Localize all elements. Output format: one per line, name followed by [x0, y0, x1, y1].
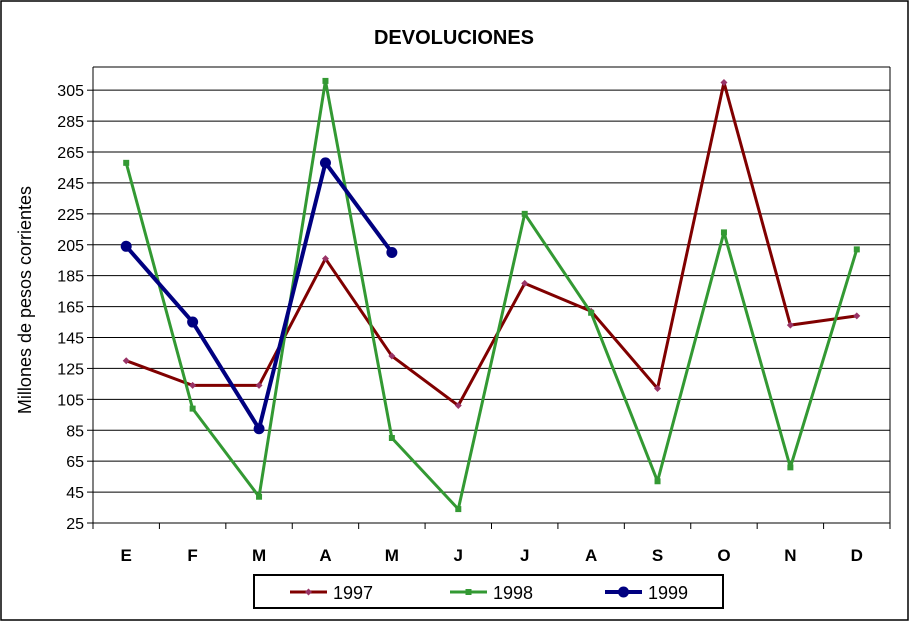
legend-label: 1997	[333, 583, 373, 603]
series-1998	[123, 77, 860, 513]
data-point-square	[465, 589, 472, 595]
data-point-diamond	[454, 402, 462, 410]
x-tick-label: A	[585, 546, 597, 565]
data-point-diamond	[305, 588, 312, 596]
x-tick-label: M	[252, 546, 266, 565]
y-tick-label: 265	[57, 145, 84, 162]
data-point-diamond	[853, 312, 861, 320]
legend-box	[253, 574, 724, 609]
data-point-circle	[319, 157, 331, 169]
data-point-square	[388, 434, 395, 441]
chart-title: DEVOLUCIONES	[374, 27, 534, 49]
x-tick-label: F	[187, 546, 197, 565]
legend-item-1997: 1997	[290, 583, 373, 603]
data-point-diamond	[388, 352, 396, 360]
series-group	[120, 77, 861, 513]
series-line	[125, 80, 857, 408]
y-tick-label: 145	[57, 331, 84, 348]
data-point-diamond	[720, 78, 728, 86]
data-point-circle	[253, 423, 265, 435]
series-1999	[120, 157, 398, 435]
data-point-square	[189, 405, 196, 412]
y-tick-label: 285	[57, 114, 84, 131]
data-point-circle	[187, 316, 199, 328]
y-tick-label: 45	[66, 485, 84, 502]
x-tick-label: J	[520, 546, 529, 565]
data-point-square	[521, 210, 528, 217]
y-tick-label: 125	[57, 361, 84, 378]
data-point-circle	[386, 246, 398, 258]
data-point-circle	[618, 586, 629, 598]
y-axis-label: Millones de pesos corrientes	[15, 186, 35, 414]
data-point-diamond	[654, 385, 662, 393]
x-tick-label: A	[319, 546, 331, 565]
data-point-square	[256, 493, 263, 500]
y-tick-label: 205	[57, 238, 84, 255]
data-point-square	[123, 159, 130, 166]
data-point-square	[853, 246, 860, 253]
x-tick-label: S	[652, 546, 663, 565]
x-tick-label: D	[851, 546, 863, 565]
y-tick-label: 25	[66, 516, 84, 533]
data-point-square	[654, 478, 661, 485]
y-tick-label: 105	[57, 392, 84, 409]
y-tick-label: 65	[66, 454, 84, 471]
series-line	[124, 79, 859, 511]
data-point-square	[720, 229, 727, 236]
y-tick-label: 245	[57, 176, 84, 193]
legend-label: 1998	[493, 583, 533, 603]
data-point-diamond	[122, 357, 130, 365]
x-tick-label: M	[385, 546, 399, 565]
data-point-diamond	[321, 255, 329, 263]
legend-item-1998: 1998	[450, 583, 533, 603]
gridlines	[93, 66, 891, 523]
data-point-square	[455, 506, 462, 513]
x-tick-label: O	[717, 546, 730, 565]
data-point-diamond	[786, 321, 794, 329]
data-point-square	[588, 309, 595, 316]
x-tick-label: E	[121, 546, 132, 565]
data-point-diamond	[521, 279, 529, 287]
x-tick-label: J	[454, 546, 463, 565]
y-tick-label: 185	[57, 269, 84, 286]
data-point-circle	[120, 240, 132, 252]
y-axis-ticks: 25 45 65 85 105 125 145 165 185 205 225 245 265 285 30…	[57, 83, 93, 533]
y-tick-label: 85	[66, 423, 84, 440]
legend-label: 1999	[648, 583, 688, 603]
legend: 1997 1998 1999	[253, 574, 724, 609]
data-point-square	[322, 77, 329, 84]
series-1997	[122, 78, 861, 410]
y-tick-label: 305	[57, 83, 84, 100]
x-tick-label: N	[784, 546, 796, 565]
data-point-diamond	[189, 381, 197, 389]
legend-item-1999: 1999	[605, 583, 688, 603]
data-point-diamond	[255, 381, 263, 389]
y-tick-label: 225	[57, 207, 84, 224]
data-point-square	[787, 464, 794, 471]
y-tick-label: 165	[57, 300, 84, 317]
